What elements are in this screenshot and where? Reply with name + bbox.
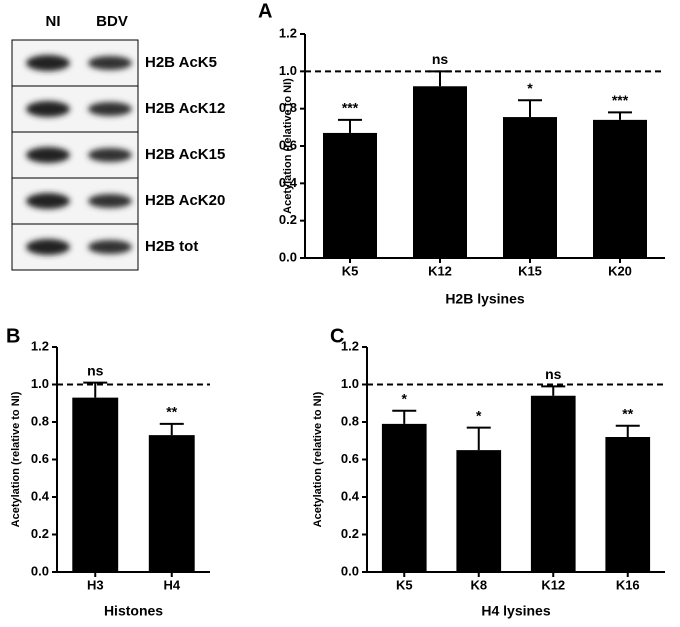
y-tick-label: 0.4 [31,488,50,503]
error-bar [608,111,632,120]
error-bar [338,118,362,133]
y-tick-label: 0.6 [31,451,49,466]
x-tick-label: K20 [608,263,632,278]
western-blot: H2B AcK5 H2B AcK12 H2B AcK15 H2B AcK20 H2B t… [11,39,225,271]
y-axis-label: Acetylation (relative to NI) [10,391,22,527]
panel-label: C [330,325,344,347]
bar [323,132,377,258]
significance-label: *** [342,100,359,116]
error-bar [392,409,417,424]
x-tick-label: H3 [87,577,104,592]
y-tick-label: 0.2 [341,526,359,541]
blot-row-label: H2B AcK12 [145,100,225,117]
significance-label: ns [545,366,562,382]
x-tick-label: K5 [396,577,413,592]
panel-label: B [6,325,20,347]
blot-row-label: H2B AcK20 [145,192,225,209]
y-tick-label: 0.2 [279,212,297,227]
y-axis-label: Acetylation (relative to NI) [312,391,324,527]
error-bar [615,424,640,437]
bar [605,437,651,572]
x-tick-label: K12 [428,263,452,278]
x-tick-label: K12 [541,577,565,592]
blot-column-label: BDV [96,13,128,30]
bar [72,397,119,572]
blot-band [88,194,132,208]
blot-band [88,56,132,70]
bar [148,435,195,572]
y-tick-label: 0.2 [31,526,49,541]
y-tick-label: 0.8 [279,100,297,115]
y-axis-label: Acetylation (relative to NI) [282,78,294,214]
x-tick-label: H4 [163,577,180,592]
bar [381,423,427,572]
y-tick-label: 1.0 [31,376,49,391]
blot-row-label: H2B AcK5 [145,54,217,71]
error-bar [428,70,452,87]
blot-band [88,102,132,116]
significance-label: * [402,390,408,406]
panel-label: A [258,0,272,22]
error-bar [518,99,542,118]
error-bar [159,422,184,436]
error-bar [541,385,566,396]
y-tick-label: 1.0 [279,63,297,78]
significance-label: ** [622,405,633,421]
y-tick-label: 0.4 [279,175,298,190]
y-tick-label: 1.2 [31,338,49,353]
y-tick-label: 1.2 [279,25,297,40]
bar [530,395,576,572]
significance-label: * [476,407,482,423]
blot-column-label: NI [46,13,61,30]
blot-band [88,148,132,162]
bar [456,450,502,572]
y-tick-label: 1.0 [341,376,359,391]
x-axis-label: H4 lysines [481,603,550,619]
blot-band [26,147,70,163]
blot-band [26,193,70,209]
x-tick-label: K16 [616,577,640,592]
error-bar [83,381,108,398]
significance-label: ** [166,404,177,420]
y-tick-label: 0.8 [341,413,359,428]
significance-label: *** [612,92,629,108]
x-tick-label: K15 [518,263,542,278]
blot-row-label: H2B tot [145,238,198,255]
blot-band [88,240,132,254]
bar [413,86,467,259]
bar [593,119,647,258]
y-tick-label: 0.0 [341,563,359,578]
y-tick-label: 0.0 [31,563,49,578]
y-tick-label: 0.8 [31,413,49,428]
error-bar [466,426,491,451]
significance-label: * [527,80,533,96]
y-tick-label: 1.2 [341,338,359,353]
significance-label: ns [432,51,449,67]
blot-band [26,239,70,255]
y-tick-label: 0.4 [341,488,360,503]
blot-band [26,55,70,71]
x-tick-label: K8 [470,577,487,592]
y-tick-label: 0.6 [279,137,297,152]
x-axis-label: Histones [104,603,163,619]
blot-row-label: H2B AcK15 [145,146,225,163]
blot-band [26,101,70,117]
significance-label: ns [87,362,104,378]
bar [503,117,557,258]
y-tick-label: 0.0 [279,249,297,264]
x-axis-label: H2B lysines [445,291,525,307]
y-tick-label: 0.6 [341,451,359,466]
x-tick-label: K5 [342,263,359,278]
